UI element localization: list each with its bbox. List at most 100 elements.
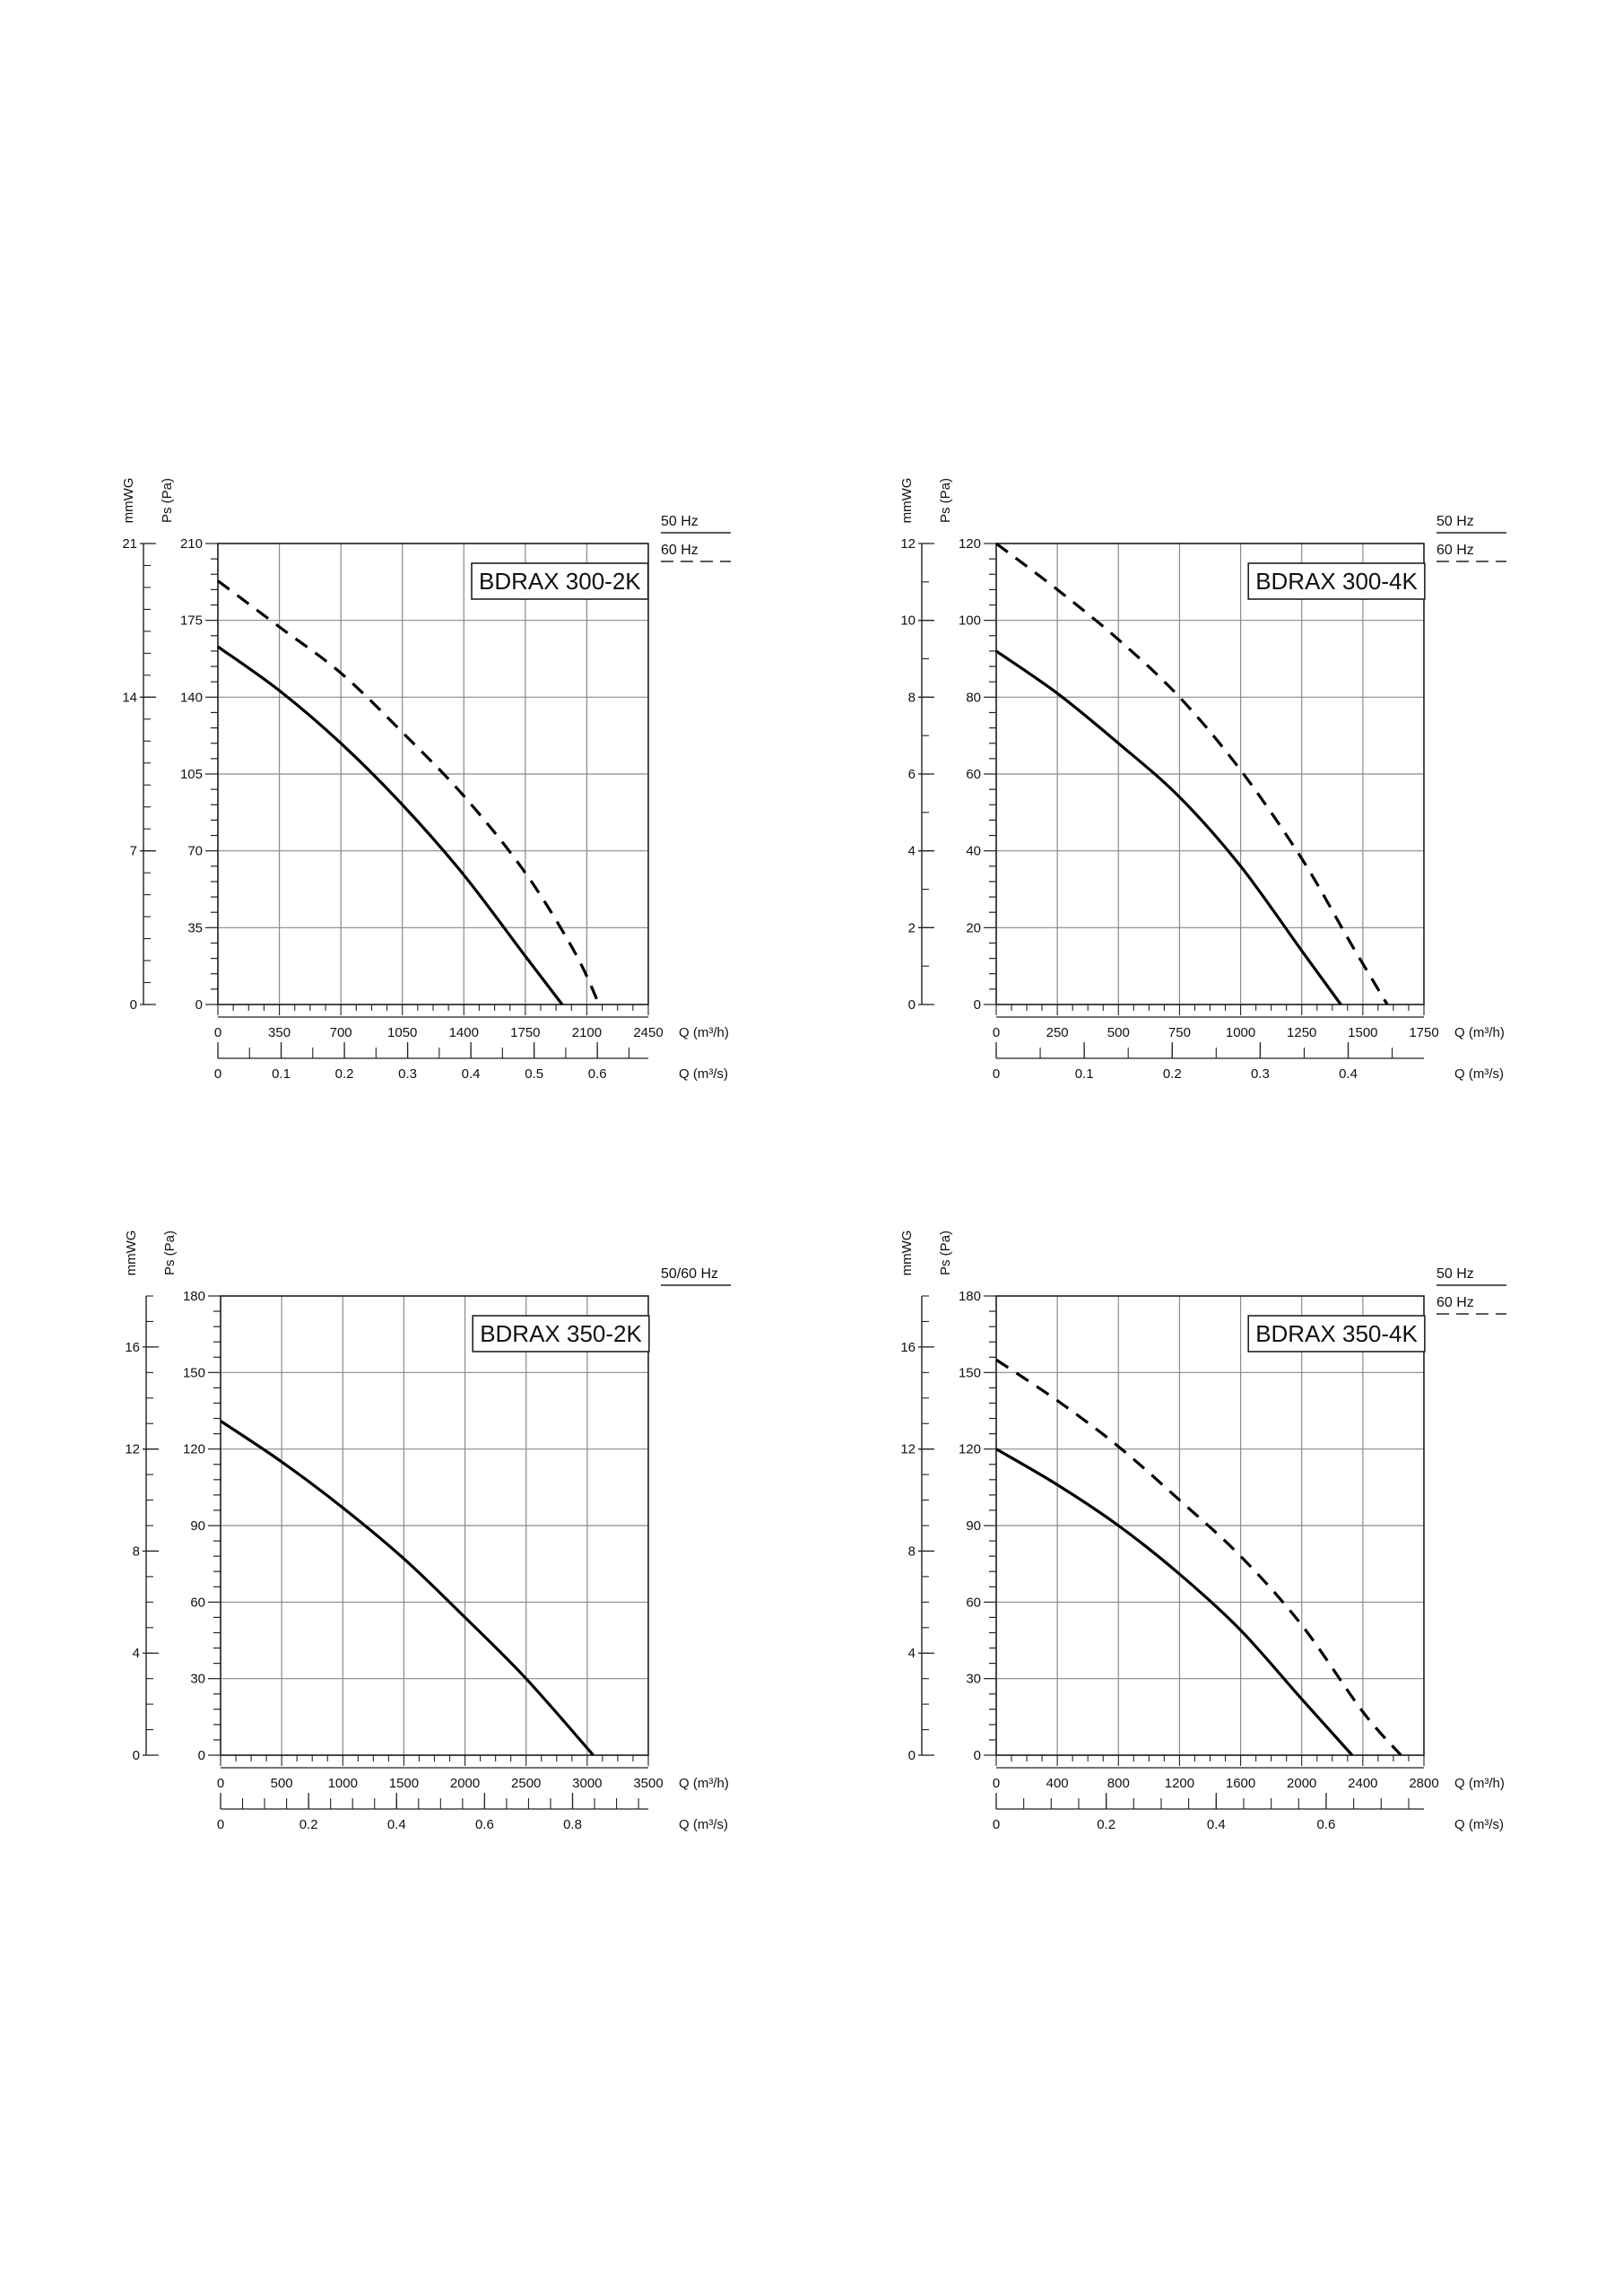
chart-panel-4: 0 30 60 90 120 150 180 Ps (Pa) 0 4 8 12 16 mmWG 0 400 80… bbox=[899, 1231, 1506, 1832]
model-label: BDRAX 300-4K bbox=[1247, 562, 1426, 600]
model-label: BDRAX 350-2K bbox=[472, 1315, 650, 1352]
flow-h-tick-label: 500 bbox=[1107, 1025, 1130, 1040]
flow-s-tick-label: 0.3 bbox=[398, 1066, 417, 1082]
pa-tick-label: 30 bbox=[966, 1672, 981, 1687]
flow-s-tick-label: 0.2 bbox=[1163, 1066, 1182, 1082]
flow-s-tick-label: 0.2 bbox=[299, 1817, 318, 1832]
chart-panel-3: 0 30 60 90 120 150 180 Ps (Pa) 0 4 8 12 16 mmWG 0 500 10… bbox=[124, 1231, 731, 1832]
mmwg-axis-title: mmWG bbox=[899, 1231, 915, 1276]
model-label-box bbox=[472, 1315, 650, 1352]
mmwg-tick-label: 0 bbox=[130, 997, 137, 1013]
legend-label: 50 Hz bbox=[661, 514, 699, 529]
legend-label: 60 Hz bbox=[1436, 1295, 1474, 1310]
chart-panel-2: 0 20 40 60 80 100 120 Ps (Pa) 0 2 4 6 8 10 12 mmWG 0 250 5… bbox=[899, 478, 1506, 1082]
pa-tick-label: 120 bbox=[959, 1442, 981, 1457]
model-label: BDRAX 350-4K bbox=[1247, 1315, 1426, 1352]
flow-h-tick-label: 700 bbox=[330, 1025, 352, 1040]
model-label: BDRAX 300-2K bbox=[471, 562, 649, 600]
pa-tick-label: 180 bbox=[959, 1289, 981, 1304]
flow-h-tick-label: 2450 bbox=[633, 1025, 663, 1040]
flow-h-tick-label: 1500 bbox=[1348, 1025, 1377, 1040]
flow-h-tick-label: 2100 bbox=[572, 1025, 602, 1040]
flow-h-tick-label: 1000 bbox=[1226, 1025, 1255, 1040]
pa-tick-label: 60 bbox=[966, 1595, 981, 1610]
legend-label: 50 Hz bbox=[1436, 514, 1474, 529]
pa-tick-label: 175 bbox=[180, 613, 203, 629]
pa-tick-label: 180 bbox=[183, 1289, 205, 1304]
pa-tick-label: 100 bbox=[959, 613, 981, 629]
flow-h-tick-label: 350 bbox=[268, 1025, 291, 1040]
mmwg-tick-label: 12 bbox=[900, 536, 916, 552]
flow-h-tick-label: 1500 bbox=[389, 1776, 419, 1791]
pa-tick-label: 0 bbox=[198, 1748, 205, 1763]
flow-h-tick-label: 2000 bbox=[1287, 1776, 1316, 1791]
flow-h-tick-label: 2500 bbox=[511, 1776, 541, 1791]
flow-h-tick-label: 400 bbox=[1046, 1776, 1069, 1791]
pa-tick-label: 90 bbox=[190, 1518, 205, 1534]
mmwg-tick-label: 12 bbox=[125, 1442, 140, 1457]
flow-h-tick-label: 1000 bbox=[328, 1776, 358, 1791]
mmwg-tick-label: 8 bbox=[908, 690, 916, 705]
pa-tick-label: 90 bbox=[966, 1518, 981, 1534]
mmwg-tick-label: 4 bbox=[133, 1646, 140, 1661]
mmwg-tick-label: 14 bbox=[122, 690, 137, 705]
flow-h-tick-label: 1200 bbox=[1165, 1776, 1194, 1791]
pa-tick-label: 80 bbox=[966, 690, 981, 705]
flow-h-tick-label: 2000 bbox=[450, 1776, 480, 1791]
flow-h-tick-label: 1750 bbox=[510, 1025, 540, 1040]
model-label-box bbox=[1247, 562, 1426, 600]
model-label-text: BDRAX 300-4K bbox=[1255, 568, 1418, 595]
flow-h-tick-label: 800 bbox=[1107, 1776, 1130, 1791]
mmwg-tick-label: 0 bbox=[908, 1748, 916, 1763]
curve-dashed bbox=[995, 1358, 1402, 1757]
flow-h-tick-label: 0 bbox=[993, 1776, 1000, 1791]
flow-s-axis-title: Q (m³/s) bbox=[679, 1817, 728, 1832]
mmwg-tick-label: 10 bbox=[900, 613, 916, 629]
model-label-text: BDRAX 300-2K bbox=[479, 568, 641, 595]
flow-h-tick-label: 0 bbox=[993, 1025, 1000, 1040]
flow-s-tick-label: 0 bbox=[993, 1817, 1000, 1832]
flow-s-tick-label: 0.1 bbox=[272, 1066, 291, 1082]
mmwg-tick-label: 8 bbox=[908, 1544, 916, 1559]
curve-dashed bbox=[217, 579, 601, 1005]
mmwg-tick-label: 21 bbox=[122, 536, 137, 552]
mmwg-tick-label: 8 bbox=[133, 1544, 140, 1559]
flow-h-tick-label: 750 bbox=[1168, 1025, 1191, 1040]
curve-solid bbox=[995, 649, 1342, 1005]
flow-h-tick-label: 0 bbox=[217, 1776, 224, 1791]
flow-s-tick-label: 0 bbox=[214, 1066, 221, 1082]
mmwg-axis-title: mmWG bbox=[121, 478, 136, 524]
pa-axis-title: Ps (Pa) bbox=[938, 478, 953, 523]
pa-tick-label: 35 bbox=[187, 920, 203, 935]
curve-solid bbox=[217, 645, 564, 1005]
pa-tick-label: 210 bbox=[180, 536, 203, 552]
mmwg-tick-label: 0 bbox=[133, 1748, 140, 1763]
flow-h-tick-label: 500 bbox=[271, 1776, 293, 1791]
flow-h-axis-title: Q (m³/h) bbox=[1454, 1025, 1505, 1040]
pa-tick-label: 60 bbox=[190, 1595, 205, 1610]
pa-tick-label: 105 bbox=[180, 767, 203, 782]
flow-s-tick-label: 0.6 bbox=[1317, 1817, 1336, 1832]
mmwg-tick-label: 16 bbox=[125, 1340, 140, 1355]
mmwg-tick-label: 4 bbox=[908, 1646, 916, 1661]
flow-h-axis-title: Q (m³/h) bbox=[679, 1776, 729, 1791]
flow-h-axis-title: Q (m³/h) bbox=[679, 1025, 729, 1040]
flow-s-tick-label: 0.3 bbox=[1251, 1066, 1270, 1082]
pa-tick-label: 140 bbox=[180, 690, 203, 705]
pa-tick-label: 20 bbox=[966, 920, 981, 935]
mmwg-tick-label: 2 bbox=[908, 920, 916, 935]
pa-tick-label: 150 bbox=[183, 1365, 205, 1380]
mmwg-tick-label: 16 bbox=[900, 1340, 916, 1355]
flow-s-tick-label: 0.4 bbox=[462, 1066, 481, 1082]
legend-label: 50 Hz bbox=[1436, 1266, 1474, 1282]
flow-h-tick-label: 3000 bbox=[572, 1776, 602, 1791]
flow-h-tick-label: 1050 bbox=[387, 1025, 417, 1040]
flow-h-tick-label: 1400 bbox=[449, 1025, 479, 1040]
flow-s-axis-title: Q (m³/s) bbox=[1454, 1066, 1504, 1082]
pa-axis-title: Ps (Pa) bbox=[162, 1231, 178, 1275]
pa-tick-label: 120 bbox=[183, 1442, 205, 1457]
curve-solid bbox=[995, 1448, 1354, 1757]
flow-h-tick-label: 0 bbox=[214, 1025, 221, 1040]
chart-panel-1: 0 35 70 105 140 175 210 Ps (Pa) 0 7 14 21 mmWG 0 350 70… bbox=[121, 478, 731, 1082]
pa-tick-label: 40 bbox=[966, 844, 981, 859]
